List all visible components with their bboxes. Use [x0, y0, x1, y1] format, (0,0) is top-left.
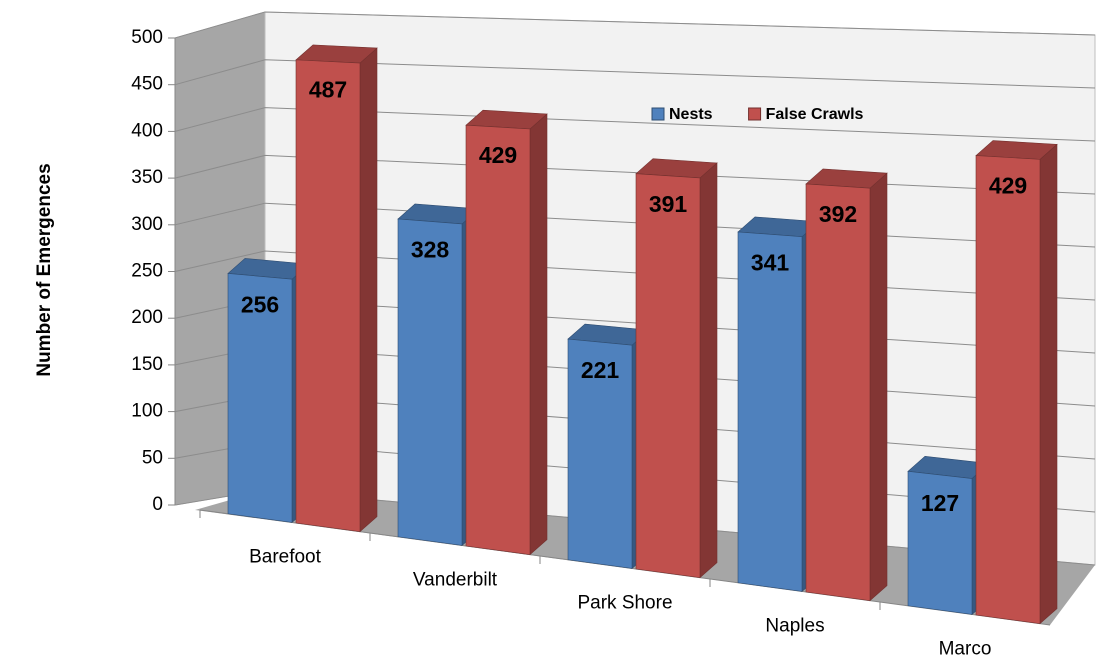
bar: [975, 140, 1058, 625]
y-tick-label: 0: [152, 494, 163, 515]
y-axis-label: Number of Emergences: [34, 163, 55, 376]
y-tick-label: 400: [131, 120, 163, 141]
legend-swatch: [651, 107, 665, 121]
bar-side: [359, 47, 378, 533]
value-label: 328: [411, 237, 450, 263]
bar-front: [975, 155, 1041, 624]
value-label: 429: [479, 142, 517, 168]
y-tick-label: 150: [131, 354, 163, 375]
value-label: 429: [989, 173, 1027, 199]
value-label: 341: [751, 249, 790, 275]
bar: [295, 44, 378, 533]
grid-line: [174, 11, 1096, 39]
y-tick-label: 250: [131, 261, 163, 282]
bar-front: [397, 218, 463, 546]
bar-side: [1039, 143, 1058, 625]
bar-side: [869, 172, 888, 602]
bar: [465, 109, 548, 556]
bar-front: [737, 231, 803, 592]
value-label: 221: [581, 357, 620, 383]
y-tick-label: 50: [142, 447, 163, 468]
bar-front: [227, 273, 293, 523]
bar-front: [907, 470, 973, 615]
value-label: 391: [649, 191, 688, 217]
value-label: 487: [309, 77, 347, 103]
y-tick-label: 450: [131, 74, 163, 95]
y-tick-label: 100: [131, 401, 163, 422]
value-label: 392: [819, 201, 857, 227]
bar: [635, 158, 718, 579]
x-tick-label: Barefoot: [249, 547, 322, 568]
legend-label: False Crawls: [766, 106, 864, 123]
bar-front: [805, 183, 871, 601]
bar: [805, 168, 888, 602]
x-tick-label: Marco: [939, 639, 992, 656]
y-tick-label: 350: [131, 167, 163, 188]
bar-front: [295, 59, 361, 532]
x-tick-label: Park Shore: [577, 593, 672, 614]
bar-front: [635, 173, 701, 578]
grid-line: [174, 107, 1096, 142]
legend-swatch: [748, 107, 762, 121]
value-label: 127: [921, 490, 959, 516]
legend-label: Nests: [669, 106, 713, 123]
x-tick-label: Vanderbilt: [413, 570, 498, 591]
bar-front: [567, 338, 633, 569]
bar-side: [699, 162, 718, 579]
y-tick-label: 200: [131, 307, 163, 328]
bar-front: [465, 124, 531, 555]
x-tick-label: Naples: [765, 616, 824, 637]
y-tick-label: 300: [131, 214, 163, 235]
grid-line: [174, 59, 1096, 89]
value-label: 256: [241, 291, 279, 317]
y-tick-label: 500: [131, 27, 163, 48]
bar-side: [529, 113, 548, 556]
